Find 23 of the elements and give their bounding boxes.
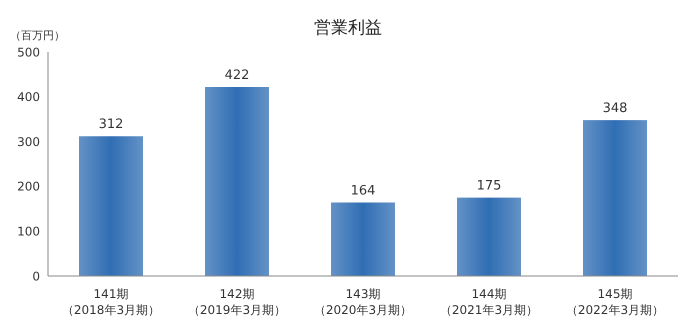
- data-label: 312: [98, 117, 124, 132]
- data-label: 348: [602, 101, 628, 116]
- x-tick-label: 145期（2022年3月期）: [566, 287, 664, 317]
- bar: [583, 120, 647, 276]
- y-tick-label: 200: [17, 180, 40, 194]
- y-tick-label: 500: [17, 45, 40, 60]
- x-tick-label: 143期（2020年3月期）: [314, 287, 412, 317]
- x-tick-label: 142期（2019年3月期）: [188, 287, 286, 317]
- y-tick-label: 0: [32, 269, 40, 284]
- x-tick-label: 141期（2018年3月期）: [62, 287, 160, 317]
- chart-title: 営業利益: [314, 18, 382, 38]
- y-tick-label: 300: [17, 134, 40, 149]
- y-tick-label: 100: [17, 224, 40, 238]
- data-label: 164: [350, 184, 376, 199]
- bar: [79, 136, 143, 276]
- x-tick-label: 144期（2021年3月期）: [440, 287, 538, 317]
- bar: [205, 86, 269, 276]
- y-tick-label: 400: [17, 90, 40, 104]
- bar: [331, 202, 395, 276]
- bar: [457, 198, 521, 276]
- data-label: 175: [476, 178, 502, 194]
- data-label: 422: [224, 68, 250, 83]
- y-axis-title: （百万円）: [10, 28, 65, 43]
